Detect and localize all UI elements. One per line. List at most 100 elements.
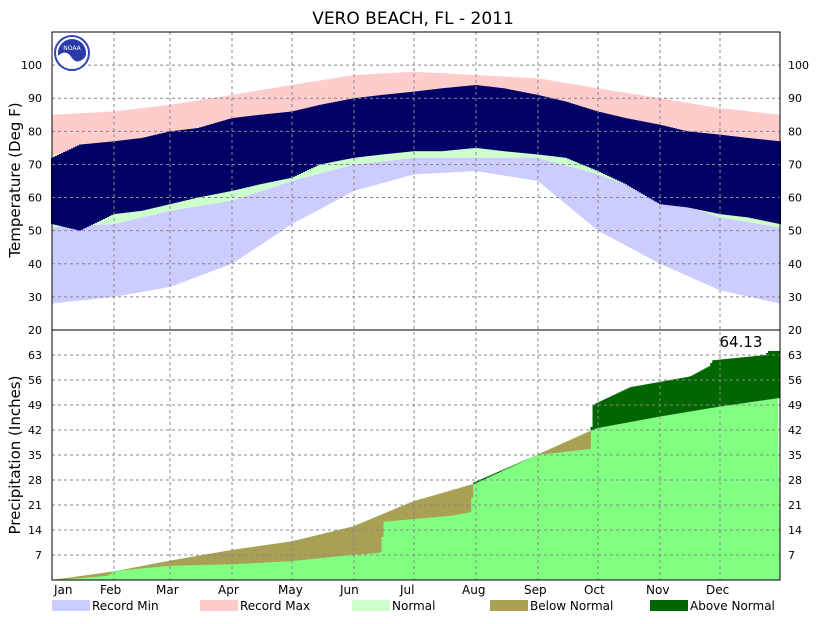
actual-temp-bar	[771, 140, 773, 222]
actual-temp-bar	[423, 90, 425, 151]
actual-temp-bar	[651, 123, 653, 199]
actual-temp-bar	[377, 95, 379, 155]
actual-temp-bar	[777, 141, 779, 224]
actual-temp-bar	[257, 115, 259, 185]
precip-tick-label-right: 21	[788, 499, 802, 512]
actual-temp-bar	[557, 100, 559, 157]
precip-below-normal-bar	[110, 572, 112, 574]
actual-temp-bar	[167, 132, 169, 205]
actual-temp-bar	[71, 148, 73, 228]
actual-temp-bar	[747, 138, 749, 217]
actual-temp-bar	[735, 137, 737, 216]
actual-temp-bar	[91, 143, 93, 224]
actual-temp-bar	[269, 114, 271, 182]
actual-temp-bar	[343, 100, 345, 160]
precip-tick-label-right: 56	[788, 374, 802, 387]
precipitation-axis-label: Precipitation (Inches)	[6, 376, 24, 535]
actual-temp-bar	[275, 113, 277, 181]
actual-temp-bar	[339, 101, 341, 161]
actual-temp-bar	[479, 85, 481, 148]
actual-temp-bar	[723, 135, 725, 214]
actual-temp-bar	[373, 96, 375, 156]
actual-temp-bar	[705, 133, 707, 211]
actual-temp-bar	[683, 130, 685, 207]
month-tick-label: Oct	[584, 583, 605, 597]
actual-temp-bar	[595, 111, 597, 170]
actual-temp-bar	[63, 152, 65, 227]
actual-temp-bar	[407, 92, 409, 152]
actual-temp-bar	[397, 93, 399, 153]
actual-temp-bar	[495, 87, 497, 150]
actual-temp-bar	[431, 89, 433, 151]
actual-temp-bar	[711, 134, 713, 213]
actual-temp-bar	[211, 124, 213, 195]
month-tick-label: Jan	[53, 583, 73, 597]
actual-temp-bar	[129, 139, 131, 212]
actual-temp-bar	[65, 151, 67, 227]
actual-temp-bar	[243, 117, 245, 188]
actual-temp-bar	[443, 88, 445, 151]
temp-tick-label-left: 30	[28, 291, 42, 304]
actual-temp-bar	[279, 113, 281, 180]
actual-temp-bar	[649, 123, 651, 199]
actual-temp-bar	[141, 138, 143, 211]
actual-temp-bar	[155, 135, 157, 208]
actual-temp-bar	[759, 139, 761, 220]
actual-temp-bar	[629, 119, 631, 187]
actual-temp-bar	[703, 133, 705, 211]
actual-temp-bar	[285, 112, 287, 179]
actual-temp-bar	[727, 136, 729, 215]
actual-temp-bar	[675, 129, 677, 207]
actual-temp-bar	[325, 104, 327, 164]
actual-temp-bar	[461, 86, 463, 149]
actual-temp-bar	[173, 131, 175, 203]
temp-tick-label-right: 90	[788, 92, 802, 105]
actual-temp-bar	[609, 114, 611, 176]
actual-temp-bar	[687, 131, 689, 207]
actual-temp-bar	[513, 90, 515, 152]
actual-temp-bar	[93, 143, 95, 224]
actual-temp-bar	[721, 135, 723, 214]
actual-temp-bar	[139, 138, 141, 211]
actual-temp-bar	[239, 117, 241, 189]
actual-temp-bar	[623, 118, 625, 184]
temp-tick-label-right: 100	[788, 59, 809, 72]
actual-temp-bar	[295, 111, 297, 176]
precipitation-fills	[52, 351, 780, 580]
precip-tick-label-left: 42	[28, 424, 42, 437]
actual-temp-bar	[725, 135, 727, 214]
actual-temp-bar	[267, 114, 269, 183]
actual-temp-bar	[767, 140, 769, 222]
actual-temp-bar	[405, 92, 407, 152]
precip-tick-label-right: 14	[788, 524, 802, 537]
actual-temp-bar	[709, 134, 711, 212]
actual-temp-bar	[741, 137, 743, 216]
actual-temp-bar	[529, 93, 531, 153]
actual-temp-bar	[509, 89, 511, 151]
actual-temp-bar	[661, 125, 663, 204]
actual-temp-bar	[135, 139, 137, 212]
legend-label: Record Max	[240, 599, 310, 613]
actual-temp-bar	[159, 134, 161, 207]
actual-temp-bar	[489, 87, 491, 150]
actual-temp-bar	[575, 105, 577, 162]
actual-temp-bar	[331, 103, 333, 163]
actual-temp-bar	[465, 86, 467, 149]
actual-temp-bar	[409, 92, 411, 152]
precip-above-normal-bar	[505, 468, 507, 469]
actual-temp-bar	[75, 146, 77, 229]
actual-temp-bar	[549, 98, 551, 156]
actual-temp-bar	[187, 129, 189, 200]
actual-temp-bar	[145, 137, 147, 210]
actual-temp-bar	[217, 122, 219, 193]
month-tick-label: Nov	[646, 583, 669, 597]
actual-temp-bar	[627, 118, 629, 185]
legend-swatch	[200, 600, 238, 611]
precip-above-normal-bar	[511, 466, 513, 467]
actual-temp-bar	[481, 86, 483, 149]
actual-temp-bar	[515, 91, 517, 153]
actual-temp-bar	[505, 89, 507, 152]
actual-temp-bar	[213, 123, 215, 194]
precip-above-normal-bar	[499, 471, 501, 472]
actual-temp-bar	[307, 108, 309, 170]
